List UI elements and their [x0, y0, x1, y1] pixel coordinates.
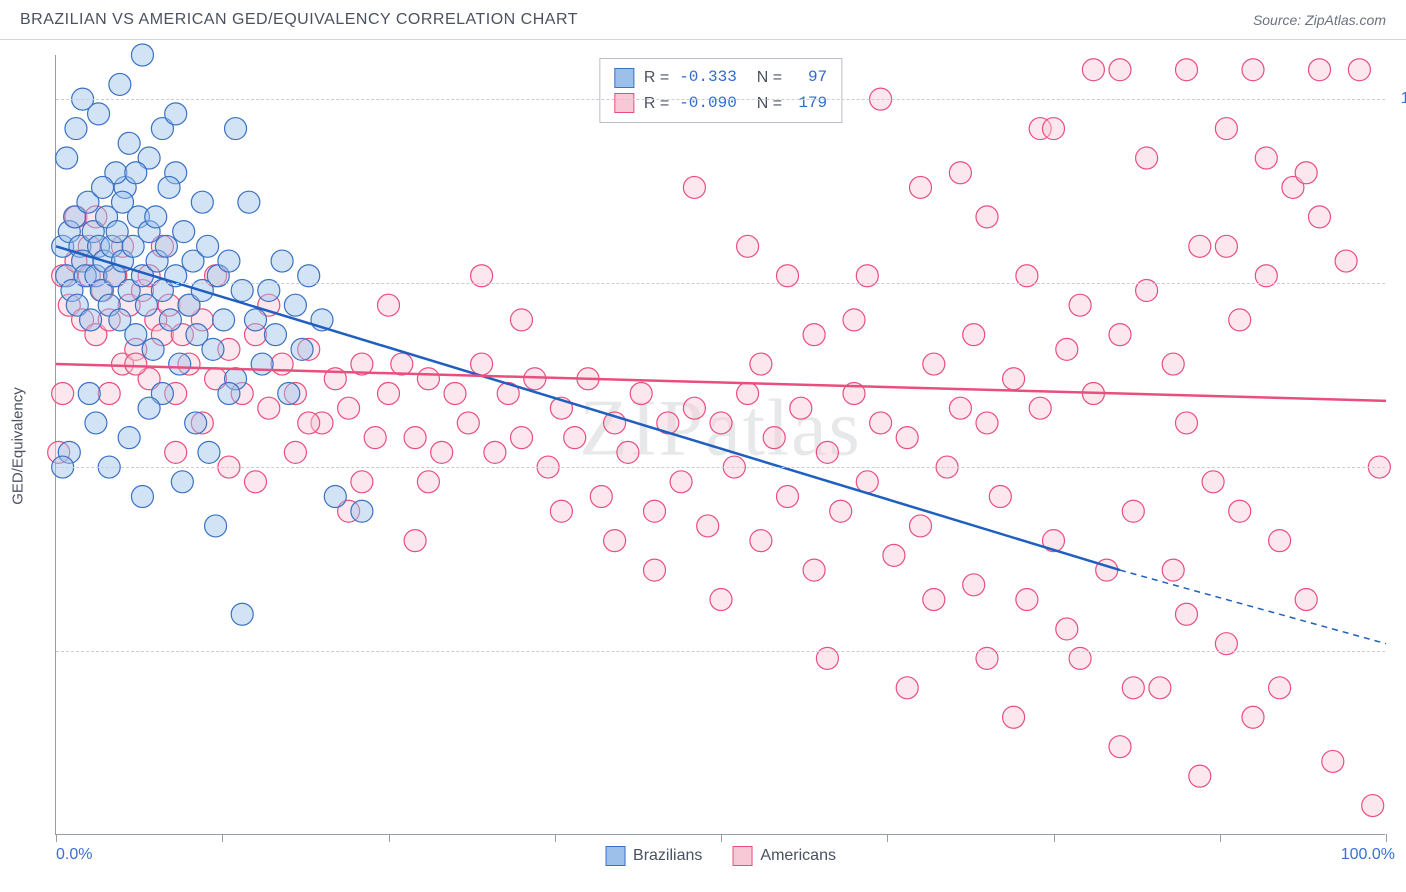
legend-item: Brazilians [605, 846, 702, 866]
n-value: 179 [792, 91, 827, 117]
y-tick-label: 100.0% [1395, 90, 1406, 108]
r-value: -0.333 [679, 65, 737, 91]
plot-area: ZIPatlas R =-0.333N =97R =-0.090N =179 B… [55, 55, 1385, 835]
pink-swatch-icon [614, 93, 634, 113]
n-label: N = [757, 91, 782, 117]
n-label: N = [757, 65, 782, 91]
gridline [56, 283, 1385, 284]
x-tick [721, 834, 722, 842]
x-tick [56, 834, 57, 842]
legend-row: R = -0.090 N = 179 [614, 91, 827, 117]
x-tick [555, 834, 556, 842]
r-label: R = [644, 91, 669, 117]
legend-label: Americans [760, 847, 836, 865]
pink-swatch-icon [732, 846, 752, 866]
x-tick [222, 834, 223, 842]
y-axis-title: GED/Equivalency [10, 387, 27, 505]
y-tick-label: 75.0% [1395, 458, 1406, 476]
x-axis-max-label: 100.0% [1341, 846, 1395, 864]
y-tick-label: 87.5% [1395, 274, 1406, 292]
trend-line-brazilians [56, 246, 1120, 570]
gridline [56, 99, 1385, 100]
series-legend: Brazilians Americans [605, 846, 836, 866]
x-tick [1220, 834, 1221, 842]
r-value: -0.090 [679, 91, 737, 117]
y-tick-label: 62.5% [1395, 642, 1406, 660]
gridline [56, 651, 1385, 652]
gridline [56, 467, 1385, 468]
x-tick [389, 834, 390, 842]
x-tick [1386, 834, 1387, 842]
source-label: Source: ZipAtlas.com [1253, 12, 1386, 28]
r-label: R = [644, 65, 669, 91]
legend-item: Americans [732, 846, 836, 866]
blue-swatch-icon [614, 68, 634, 88]
trend-layer [56, 55, 1385, 834]
trend-line-brazilians-extrapolated [1120, 570, 1386, 644]
correlation-legend: R = -0.333 N = 97 R = -0.090 N = 179 [599, 58, 842, 123]
n-value: 97 [792, 65, 827, 91]
header-bar: BRAZILIAN VS AMERICAN GED/EQUIVALENCY CO… [0, 0, 1406, 40]
legend-label: Brazilians [633, 847, 702, 865]
x-tick [1054, 834, 1055, 842]
trend-line-americans [56, 364, 1386, 401]
legend-row: R = -0.333 N = 97 [614, 65, 827, 91]
chart-title: BRAZILIAN VS AMERICAN GED/EQUIVALENCY CO… [20, 11, 578, 29]
x-axis-min-label: 0.0% [56, 846, 92, 864]
x-tick [887, 834, 888, 842]
blue-swatch-icon [605, 846, 625, 866]
